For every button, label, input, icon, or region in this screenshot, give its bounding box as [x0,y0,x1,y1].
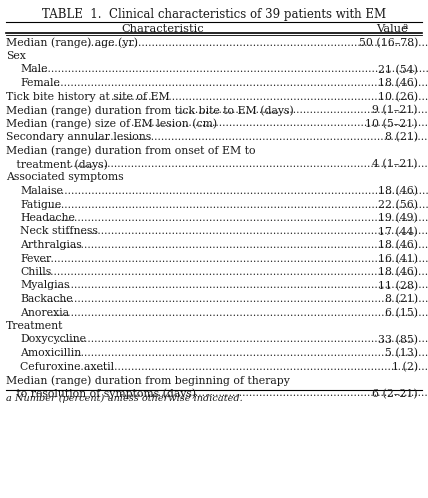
Text: ................................................................................: ........................................… [67,227,428,237]
Text: Secondary annular lesions: Secondary annular lesions [6,132,151,142]
Text: Doxycycline: Doxycycline [20,335,86,345]
Text: ................................................................................: ........................................… [77,362,428,372]
Text: Cefuroxine axetil: Cefuroxine axetil [20,362,114,372]
Text: 9 (1–21): 9 (1–21) [372,105,418,116]
Text: 8 (21): 8 (21) [385,294,418,304]
Text: 4 (1–21): 4 (1–21) [372,159,418,169]
Text: ................................................................................: ........................................… [47,307,428,318]
Text: Fever: Fever [20,253,51,263]
Text: ................................................................................: ........................................… [131,119,428,128]
Text: Median (range) size of EM lesion (cm): Median (range) size of EM lesion (cm) [6,119,217,129]
Text: 22 (56): 22 (56) [378,200,418,210]
Text: a Number (percent) unless otherwise indicated.: a Number (percent) unless otherwise indi… [6,393,243,402]
Text: ................................................................................: ........................................… [70,159,428,169]
Text: Female: Female [20,78,60,88]
Text: 8 (21): 8 (21) [385,132,418,142]
Text: ................................................................................: ........................................… [84,37,428,47]
Text: Associated symptoms: Associated symptoms [6,172,124,182]
Text: Neck stiffness: Neck stiffness [20,227,98,237]
Text: Treatment: Treatment [6,321,63,331]
Text: ................................................................................: ........................................… [57,348,428,358]
Text: ................................................................................: ........................................… [178,105,428,115]
Text: Characteristic: Characteristic [121,24,204,34]
Text: ................................................................................: ........................................… [90,132,428,142]
Text: 10 (5–21): 10 (5–21) [366,119,418,129]
Text: ................................................................................: ........................................… [37,253,428,263]
Text: 18 (46): 18 (46) [378,78,418,88]
Text: to resolution of symptoms (days): to resolution of symptoms (days) [6,388,196,399]
Text: ................................................................................: ........................................… [111,92,428,102]
Text: Male: Male [20,65,48,75]
Text: 33 (85): 33 (85) [378,335,418,345]
Text: Backache: Backache [20,294,73,304]
Text: 50 (16–78): 50 (16–78) [359,37,418,48]
Text: ................................................................................: ........................................… [40,267,428,277]
Text: ................................................................................: ........................................… [44,200,428,210]
Text: 17 (44): 17 (44) [378,227,418,237]
Text: 6 (2–21): 6 (2–21) [372,388,418,399]
Text: TABLE  1.  Clinical characteristics of 39 patients with EM: TABLE 1. Clinical characteristics of 39 … [42,8,386,21]
Text: 11 (28): 11 (28) [378,280,418,291]
Text: ................................................................................: ........................................… [33,65,428,75]
Text: Anorexia: Anorexia [20,307,69,318]
Text: ................................................................................: ........................................… [40,78,428,88]
Text: 18 (46): 18 (46) [378,240,418,250]
Text: ................................................................................: ........................................… [124,388,428,398]
Text: Chills: Chills [20,267,51,277]
Text: Median (range) duration from tick bite to EM (days): Median (range) duration from tick bite t… [6,105,294,116]
Text: Malaise: Malaise [20,186,63,196]
Text: treatment (days): treatment (days) [6,159,108,169]
Text: Myalgias: Myalgias [20,280,69,290]
Text: 18 (46): 18 (46) [378,186,418,196]
Text: 19 (49): 19 (49) [378,213,418,223]
Text: Median (range) duration from onset of EM to: Median (range) duration from onset of EM… [6,145,256,156]
Text: Median (range) duration from beginning of therapy: Median (range) duration from beginning o… [6,375,290,385]
Text: Headache: Headache [20,213,75,223]
Text: Arthralgias: Arthralgias [20,240,82,250]
Text: 18 (46): 18 (46) [378,267,418,277]
Text: a: a [403,22,408,31]
Text: 21 (54): 21 (54) [378,65,418,75]
Text: 10 (26): 10 (26) [378,92,418,102]
Text: Amoxicillin: Amoxicillin [20,348,81,358]
Text: ................................................................................: ........................................… [47,280,428,290]
Text: 5 (13): 5 (13) [385,348,418,359]
Text: Value: Value [376,24,408,34]
Text: Median (range) age (yr): Median (range) age (yr) [6,37,138,48]
Text: Sex: Sex [6,51,26,61]
Text: ................................................................................: ........................................… [57,335,428,345]
Text: ................................................................................: ........................................… [44,186,428,196]
Text: 6 (15): 6 (15) [385,307,418,318]
Text: ................................................................................: ........................................… [47,294,428,304]
Text: Tick bite history at site of EM: Tick bite history at site of EM [6,92,170,102]
Text: Fatigue: Fatigue [20,200,61,210]
Text: 1 (2): 1 (2) [392,362,418,372]
Text: ................................................................................: ........................................… [47,213,428,223]
Text: 16 (41): 16 (41) [378,253,418,264]
Text: ................................................................................: ........................................… [57,240,428,250]
